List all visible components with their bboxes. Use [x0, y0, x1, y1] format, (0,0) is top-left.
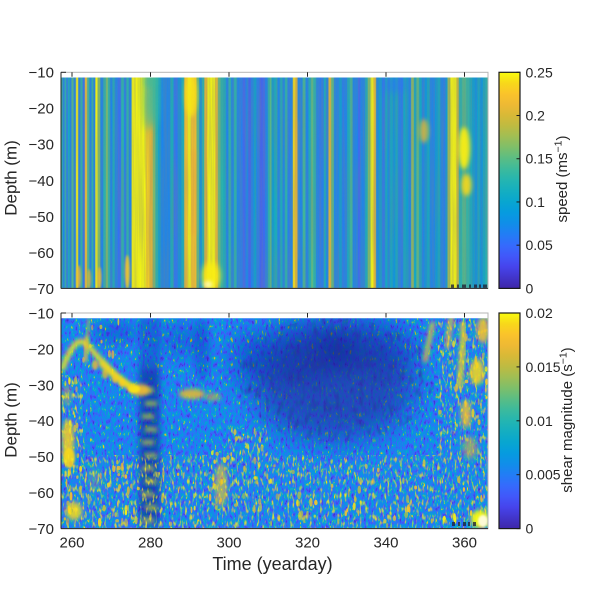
svg-text:−40: −40 [29, 413, 54, 430]
svg-text:−60: −60 [29, 485, 54, 502]
svg-text:−50: −50 [29, 209, 54, 226]
svg-text:0.25: 0.25 [526, 64, 553, 80]
svg-text:Depth (m): Depth (m) [2, 382, 21, 458]
svg-text:340: 340 [373, 535, 398, 552]
svg-text:speed (ms−1): speed (ms−1) [553, 135, 572, 222]
svg-text:Time (yearday): Time (yearday) [212, 554, 332, 574]
svg-text:300: 300 [216, 535, 241, 552]
svg-text:shear magnitude (s−1): shear magnitude (s−1) [558, 347, 577, 492]
svg-text:0.2: 0.2 [526, 108, 546, 124]
svg-text:−40: −40 [29, 173, 54, 190]
svg-text:0.02: 0.02 [526, 305, 553, 321]
svg-text:−30: −30 [29, 377, 54, 394]
svg-text:0: 0 [526, 521, 534, 537]
svg-text:−10: −10 [29, 305, 54, 322]
svg-text:−20: −20 [29, 101, 54, 118]
svg-text:360: 360 [452, 535, 477, 552]
svg-text:−30: −30 [29, 137, 54, 154]
svg-text:0.15: 0.15 [526, 151, 553, 167]
svg-text:0.05: 0.05 [526, 237, 553, 253]
svg-text:0.015: 0.015 [526, 359, 561, 375]
svg-text:0.1: 0.1 [526, 194, 546, 210]
svg-text:0: 0 [526, 280, 534, 296]
svg-text:−60: −60 [29, 245, 54, 262]
svg-text:−50: −50 [29, 449, 54, 466]
svg-text:−70: −70 [29, 281, 54, 298]
svg-text:−20: −20 [29, 341, 54, 358]
svg-text:−10: −10 [29, 65, 54, 82]
svg-text:−70: −70 [29, 521, 54, 538]
svg-text:Depth (m): Depth (m) [2, 140, 21, 216]
svg-text:320: 320 [295, 535, 320, 552]
svg-text:280: 280 [138, 535, 163, 552]
svg-text:0.01: 0.01 [526, 413, 553, 429]
svg-text:260: 260 [59, 535, 84, 552]
svg-text:0.005: 0.005 [526, 467, 561, 483]
